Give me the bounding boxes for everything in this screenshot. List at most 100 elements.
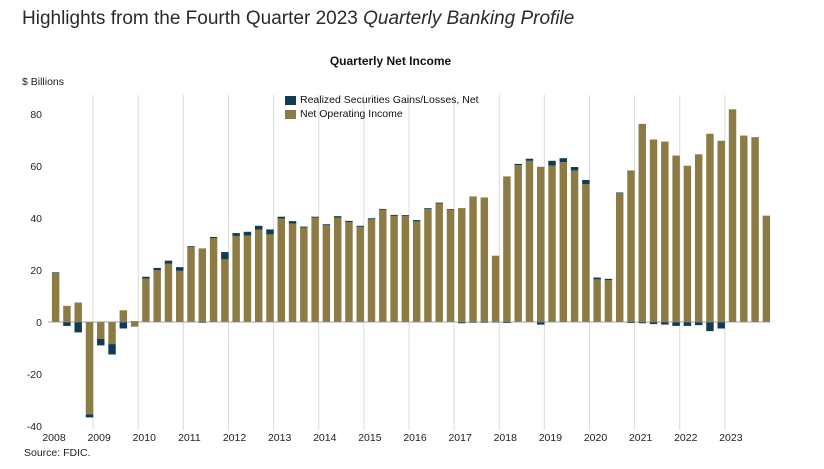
bar-operating-60 bbox=[728, 109, 737, 322]
bar-securities-56 bbox=[683, 322, 692, 326]
bar-securities-30 bbox=[390, 214, 398, 216]
bar-operating-56 bbox=[683, 165, 692, 322]
bar-securities-49 bbox=[604, 278, 613, 281]
bar-securities-41 bbox=[514, 163, 522, 166]
bar-securities-26 bbox=[345, 220, 353, 223]
bar-operating-19 bbox=[266, 234, 274, 322]
bar-operating-0 bbox=[51, 273, 60, 322]
bar-operating-40 bbox=[503, 176, 511, 322]
legend-swatch-operating bbox=[285, 109, 296, 119]
bar-securities-9 bbox=[153, 267, 161, 271]
bar-securities-36 bbox=[458, 322, 466, 324]
bar-operating-42 bbox=[525, 160, 534, 322]
bar-securities-24 bbox=[322, 224, 331, 226]
x-tick-2021: 2021 bbox=[629, 432, 653, 444]
bar-securities-28 bbox=[367, 218, 376, 220]
y-tick--40: -40 bbox=[27, 421, 42, 433]
bar-securities-3 bbox=[85, 414, 94, 418]
bar-securities-11 bbox=[176, 267, 184, 271]
bar-securities-45 bbox=[559, 158, 568, 163]
bar-operating-14 bbox=[209, 238, 218, 322]
bar-securities-12 bbox=[187, 246, 195, 247]
y-tick-40: 40 bbox=[30, 213, 42, 225]
bar-securities-8 bbox=[142, 276, 150, 279]
bar-securities-34 bbox=[435, 202, 443, 204]
bar-securities-2 bbox=[74, 322, 82, 333]
bar-operating-12 bbox=[187, 246, 195, 322]
bar-operating-49 bbox=[604, 280, 613, 322]
bar-operating-39 bbox=[491, 255, 500, 322]
bar-operating-55 bbox=[672, 155, 680, 322]
bar-operating-43 bbox=[537, 166, 545, 322]
legend-item-securities: Realized Securities Gains/Losses, Net bbox=[285, 93, 479, 107]
legend-label-operating: Net Operating Income bbox=[300, 108, 403, 120]
bar-securities-35 bbox=[446, 209, 455, 210]
x-tick-labels: 2008 2009 2010 2011 2012 2013 2014 2015 2016 2017… bbox=[42, 432, 742, 444]
x-tick-2016: 2016 bbox=[403, 432, 427, 444]
bar-operating-50 bbox=[615, 193, 624, 322]
bar-securities-21 bbox=[288, 221, 297, 224]
bar-operating-57 bbox=[694, 154, 703, 322]
bar-operating-13 bbox=[198, 248, 207, 322]
bar-securities-17 bbox=[243, 231, 252, 236]
bar-securities-32 bbox=[412, 220, 421, 222]
bar-securities-57 bbox=[694, 322, 703, 326]
y-tick-80: 80 bbox=[30, 109, 42, 121]
bar-operating-28 bbox=[367, 219, 376, 322]
legend-swatch-securities bbox=[285, 95, 296, 105]
bar-securities-42 bbox=[525, 158, 534, 161]
bar-securities-48 bbox=[593, 277, 601, 280]
bar-operating-33 bbox=[424, 208, 432, 322]
bar-operating-6 bbox=[119, 310, 128, 322]
source-note: Source: FDIC. bbox=[24, 447, 91, 459]
legend-label-securities: Realized Securities Gains/Losses, Net bbox=[300, 94, 479, 106]
bar-operating-25 bbox=[333, 217, 342, 322]
bar-securities-47 bbox=[582, 180, 590, 185]
bar-securities-54 bbox=[661, 322, 669, 325]
bar-operating-52 bbox=[638, 123, 646, 322]
bar-operating-8 bbox=[142, 278, 150, 322]
bar-securities-52 bbox=[638, 322, 646, 324]
legend: Realized Securities Gains/Losses, Net Ne… bbox=[285, 93, 479, 121]
bar-operating-38 bbox=[480, 197, 489, 322]
bar-operating-27 bbox=[356, 226, 364, 322]
bar-operating-16 bbox=[232, 235, 240, 322]
bar-securities-33 bbox=[424, 208, 432, 209]
x-tick-2018: 2018 bbox=[494, 432, 518, 444]
bar-securities-55 bbox=[672, 322, 680, 326]
bar-securities-10 bbox=[164, 260, 173, 264]
bar-operating-1 bbox=[63, 305, 71, 322]
x-tick-2017: 2017 bbox=[448, 432, 472, 444]
bar-securities-14 bbox=[209, 236, 218, 239]
bar-operating-17 bbox=[243, 235, 252, 322]
bars bbox=[51, 109, 771, 418]
bar-operating-45 bbox=[559, 162, 568, 322]
bar-operating-58 bbox=[706, 133, 714, 322]
x-tick-2023: 2023 bbox=[719, 432, 743, 444]
bar-operating-3 bbox=[85, 322, 94, 415]
y-tick-20: 20 bbox=[30, 265, 42, 277]
x-tick-2008: 2008 bbox=[42, 432, 66, 444]
bar-securities-59 bbox=[717, 322, 725, 329]
x-tick-2012: 2012 bbox=[223, 432, 247, 444]
x-tick-2019: 2019 bbox=[539, 432, 563, 444]
bar-operating-51 bbox=[627, 170, 635, 322]
bar-operating-59 bbox=[717, 140, 725, 322]
bar-operating-5 bbox=[108, 322, 116, 345]
bar-securities-6 bbox=[119, 322, 128, 329]
bar-securities-0 bbox=[51, 272, 60, 274]
bar-operating-11 bbox=[176, 270, 184, 322]
y-tick--20: -20 bbox=[27, 369, 42, 381]
bar-securities-15 bbox=[221, 252, 229, 260]
legend-item-operating: Net Operating Income bbox=[285, 107, 479, 121]
bar-operating-36 bbox=[458, 208, 466, 322]
bar-operating-15 bbox=[221, 259, 229, 322]
bar-operating-29 bbox=[379, 209, 387, 322]
y-axis-label: $ Billions bbox=[22, 76, 65, 88]
bar-operating-44 bbox=[548, 165, 556, 322]
x-tick-2020: 2020 bbox=[584, 432, 608, 444]
y-tick-labels: -40 -20 0 20 40 60 80 bbox=[27, 109, 42, 433]
chart-title: Quarterly Net Income bbox=[329, 54, 452, 68]
bar-securities-58 bbox=[706, 322, 714, 332]
